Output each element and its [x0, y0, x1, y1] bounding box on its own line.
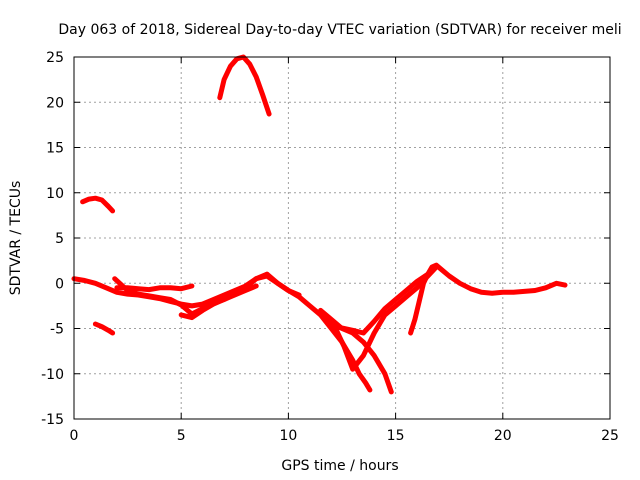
series-arc-8 [264, 271, 373, 393]
y-tick-label: 15 [46, 141, 64, 157]
y-tick-label: -10 [41, 367, 64, 383]
y-tick-label: 25 [46, 50, 64, 66]
x-axis-label: GPS time / hours [281, 458, 398, 474]
series-arc-2 [92, 321, 116, 336]
x-axis: 0 5 10 15 20 25 [70, 57, 619, 444]
x-tick-label: 0 [70, 428, 79, 444]
y-axis: -15 -10 -5 0 5 10 15 20 25 [41, 50, 610, 428]
y-tick-label: -5 [50, 322, 64, 338]
chart-title: Day 063 of 2018, Sidereal Day-to-day VTE… [58, 22, 621, 38]
x-tick-label: 10 [279, 428, 297, 444]
grid-lines [74, 57, 610, 419]
series-arc-1 [80, 195, 116, 214]
series-arc-7 [178, 283, 259, 321]
series-arc-12 [408, 262, 568, 336]
y-tick-label: 0 [55, 276, 64, 292]
y-tick-label: 5 [55, 231, 64, 247]
series-arc-10 [322, 264, 439, 372]
y-axis-label: SDTVAR / TECUs [8, 181, 24, 296]
y-tick-label: 10 [46, 186, 64, 202]
series-group [71, 54, 568, 395]
x-tick-label: 25 [601, 428, 619, 444]
series-arc-4 [71, 273, 302, 309]
y-tick-label: -15 [41, 412, 64, 428]
series-arc-6 [114, 283, 195, 293]
x-tick-label: 15 [387, 428, 405, 444]
x-tick-label: 20 [494, 428, 512, 444]
series-arc-11 [324, 271, 431, 336]
series-arc-3 [217, 54, 272, 117]
x-tick-label: 5 [177, 428, 186, 444]
y-tick-label: 20 [46, 95, 64, 111]
